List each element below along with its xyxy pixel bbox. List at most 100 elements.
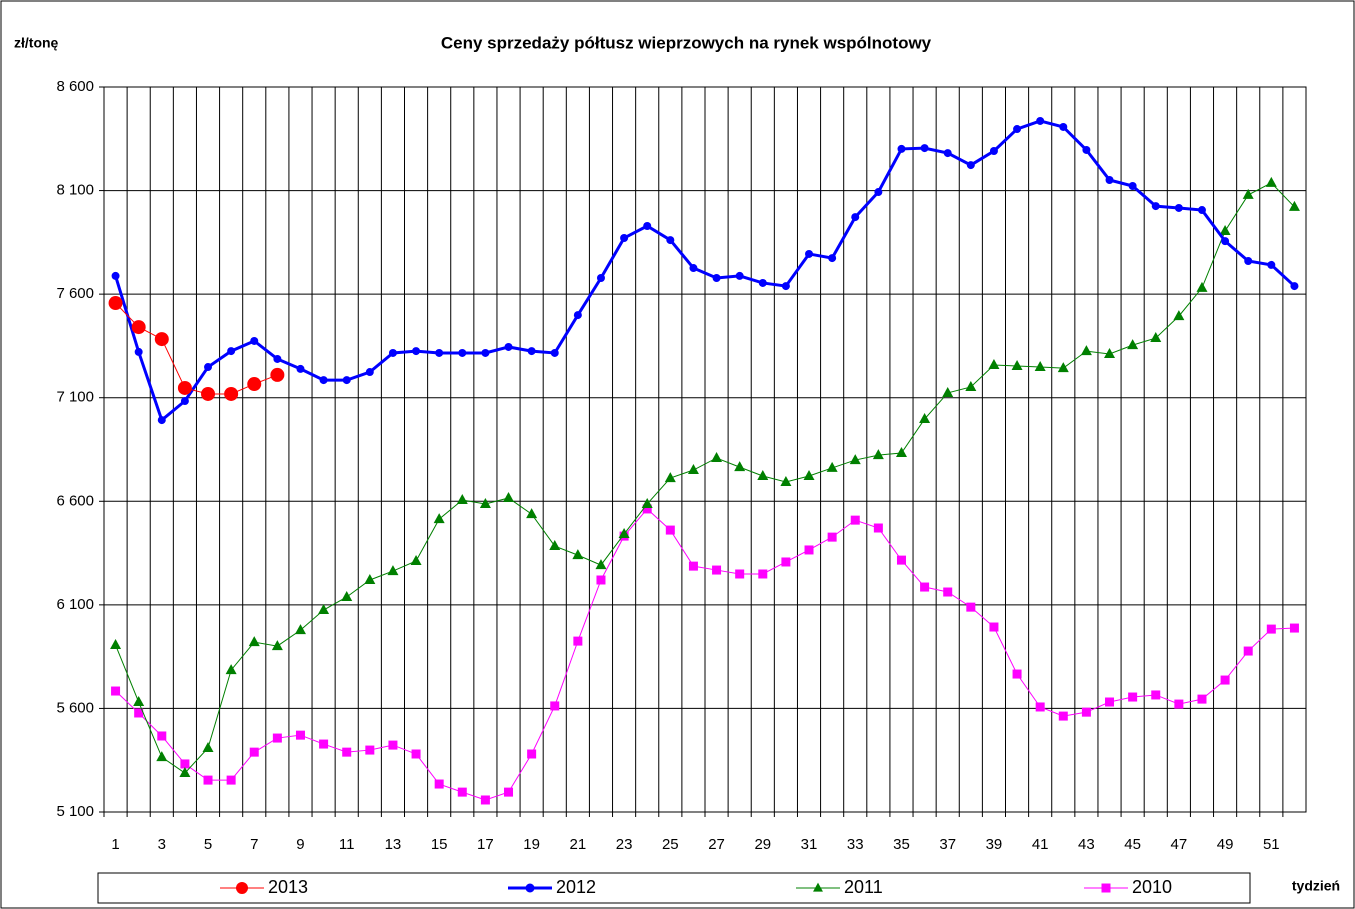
y-tick-label: 5 600 xyxy=(56,699,94,716)
data-point xyxy=(111,271,120,280)
legend-marker xyxy=(236,882,248,894)
data-point xyxy=(620,234,629,243)
data-point xyxy=(273,354,282,363)
data-point xyxy=(550,348,559,357)
data-point xyxy=(342,376,351,385)
data-point xyxy=(1127,339,1139,350)
data-point xyxy=(943,149,952,158)
x-tick-label: 23 xyxy=(616,836,633,853)
data-point xyxy=(503,491,515,502)
data-point xyxy=(457,787,467,797)
data-point xyxy=(157,416,166,425)
data-point xyxy=(1058,711,1068,721)
data-point xyxy=(250,336,259,345)
x-tick-label: 5 xyxy=(204,836,212,853)
data-point xyxy=(1036,116,1045,125)
data-point xyxy=(387,565,399,576)
data-point xyxy=(248,636,260,647)
y-tick-label: 8 600 xyxy=(56,78,94,95)
data-point xyxy=(1290,282,1299,291)
data-point xyxy=(412,347,421,356)
data-point xyxy=(1104,348,1116,359)
data-point xyxy=(156,751,168,762)
x-tick-label: 9 xyxy=(296,836,304,853)
chart-title: Ceny sprzedaży półtusz wieprzowych na ry… xyxy=(441,33,932,52)
data-point xyxy=(643,221,652,230)
series-line xyxy=(114,119,1296,423)
data-point xyxy=(596,273,605,282)
data-point xyxy=(897,144,906,153)
data-point xyxy=(1128,692,1138,702)
data-point xyxy=(573,311,582,320)
data-point xyxy=(1174,203,1183,212)
legend-marker xyxy=(525,883,535,893)
data-point xyxy=(965,380,977,391)
data-point xyxy=(758,278,767,287)
x-tick-label: 33 xyxy=(847,836,864,853)
x-tick-label: 19 xyxy=(523,836,540,853)
data-point xyxy=(341,590,353,601)
data-point xyxy=(201,386,216,401)
data-point xyxy=(479,497,491,508)
legend-label: 2011 xyxy=(844,877,883,897)
data-point xyxy=(805,249,814,258)
data-point xyxy=(1221,237,1230,246)
data-point xyxy=(1289,623,1299,633)
x-tick-label: 39 xyxy=(986,836,1003,853)
x-tick-label: 17 xyxy=(477,836,494,853)
data-point xyxy=(388,740,398,750)
data-point xyxy=(1105,697,1115,707)
data-point xyxy=(1128,182,1137,191)
data-point xyxy=(480,795,490,805)
data-point xyxy=(874,188,883,197)
y-tick-label: 7 600 xyxy=(56,285,94,302)
legend-label: 2012 xyxy=(556,877,596,897)
data-point xyxy=(504,787,514,797)
data-point xyxy=(966,161,975,170)
legend-box xyxy=(97,872,1251,904)
data-point xyxy=(988,358,1000,369)
data-point xyxy=(319,739,329,749)
x-tick-label: 51 xyxy=(1263,836,1280,853)
data-point xyxy=(180,759,190,769)
data-point xyxy=(895,447,907,458)
x-tick-label: 11 xyxy=(339,836,355,853)
data-point xyxy=(989,622,999,632)
data-point xyxy=(365,368,374,377)
data-point xyxy=(527,347,536,356)
data-point xyxy=(735,271,744,280)
data-point xyxy=(989,147,998,156)
data-point xyxy=(1242,188,1254,199)
data-point xyxy=(757,470,769,481)
data-point xyxy=(1174,699,1184,709)
x-tick-label: 37 xyxy=(939,836,956,853)
data-point xyxy=(270,367,285,382)
data-point xyxy=(1219,224,1231,235)
x-tick-label: 13 xyxy=(385,836,402,853)
data-point xyxy=(851,213,860,222)
data-point xyxy=(202,741,214,752)
data-point xyxy=(641,497,653,508)
data-point xyxy=(758,569,768,579)
data-point xyxy=(179,767,191,778)
data-point xyxy=(1288,200,1300,211)
y-tick-label: 7 100 xyxy=(56,389,94,406)
data-point xyxy=(1059,122,1068,131)
x-tick-label: 49 xyxy=(1217,836,1234,853)
data-point xyxy=(410,554,422,565)
x-tick-label: 41 xyxy=(1032,836,1049,853)
data-point xyxy=(1035,702,1045,712)
y-tick-label: 6 600 xyxy=(56,492,94,509)
x-tick-label: 1 xyxy=(111,836,119,853)
legend-marker xyxy=(813,882,823,892)
data-point xyxy=(826,461,838,472)
data-point xyxy=(131,320,146,335)
data-point xyxy=(642,504,652,514)
data-point xyxy=(618,528,630,539)
data-point xyxy=(572,549,584,560)
data-point xyxy=(1197,694,1207,704)
legend-label: 2013 xyxy=(268,877,308,897)
data-point xyxy=(247,377,262,392)
data-point xyxy=(920,144,929,153)
x-tick-label: 45 xyxy=(1124,836,1141,853)
